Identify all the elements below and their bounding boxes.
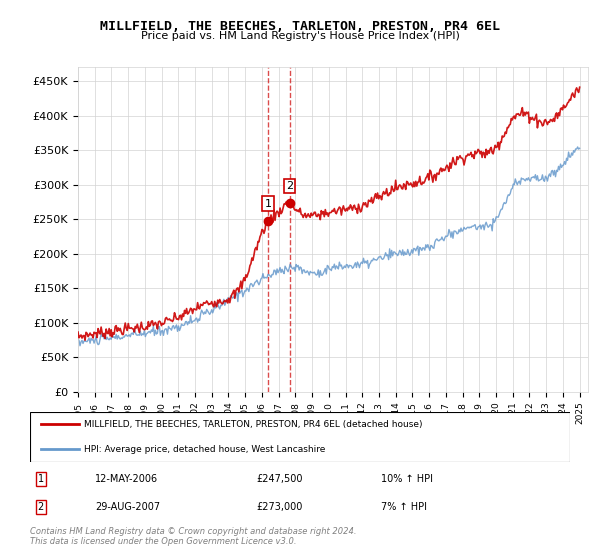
Text: MILLFIELD, THE BEECHES, TARLETON, PRESTON, PR4 6EL (detached house): MILLFIELD, THE BEECHES, TARLETON, PRESTO… — [84, 419, 422, 429]
Text: 2: 2 — [286, 181, 293, 191]
FancyBboxPatch shape — [30, 412, 570, 462]
Text: £273,000: £273,000 — [257, 502, 303, 512]
Text: Contains HM Land Registry data © Crown copyright and database right 2024.
This d: Contains HM Land Registry data © Crown c… — [30, 526, 356, 546]
Text: £247,500: £247,500 — [257, 474, 303, 484]
Text: 7% ↑ HPI: 7% ↑ HPI — [381, 502, 427, 512]
Text: MILLFIELD, THE BEECHES, TARLETON, PRESTON, PR4 6EL: MILLFIELD, THE BEECHES, TARLETON, PRESTO… — [100, 20, 500, 32]
Text: 12-MAY-2006: 12-MAY-2006 — [95, 474, 158, 484]
Text: 10% ↑ HPI: 10% ↑ HPI — [381, 474, 433, 484]
Text: 29-AUG-2007: 29-AUG-2007 — [95, 502, 160, 512]
Text: 1: 1 — [265, 199, 272, 208]
Text: 2: 2 — [38, 502, 44, 512]
Text: 1: 1 — [38, 474, 44, 484]
Text: Price paid vs. HM Land Registry's House Price Index (HPI): Price paid vs. HM Land Registry's House … — [140, 31, 460, 41]
Text: HPI: Average price, detached house, West Lancashire: HPI: Average price, detached house, West… — [84, 445, 325, 454]
